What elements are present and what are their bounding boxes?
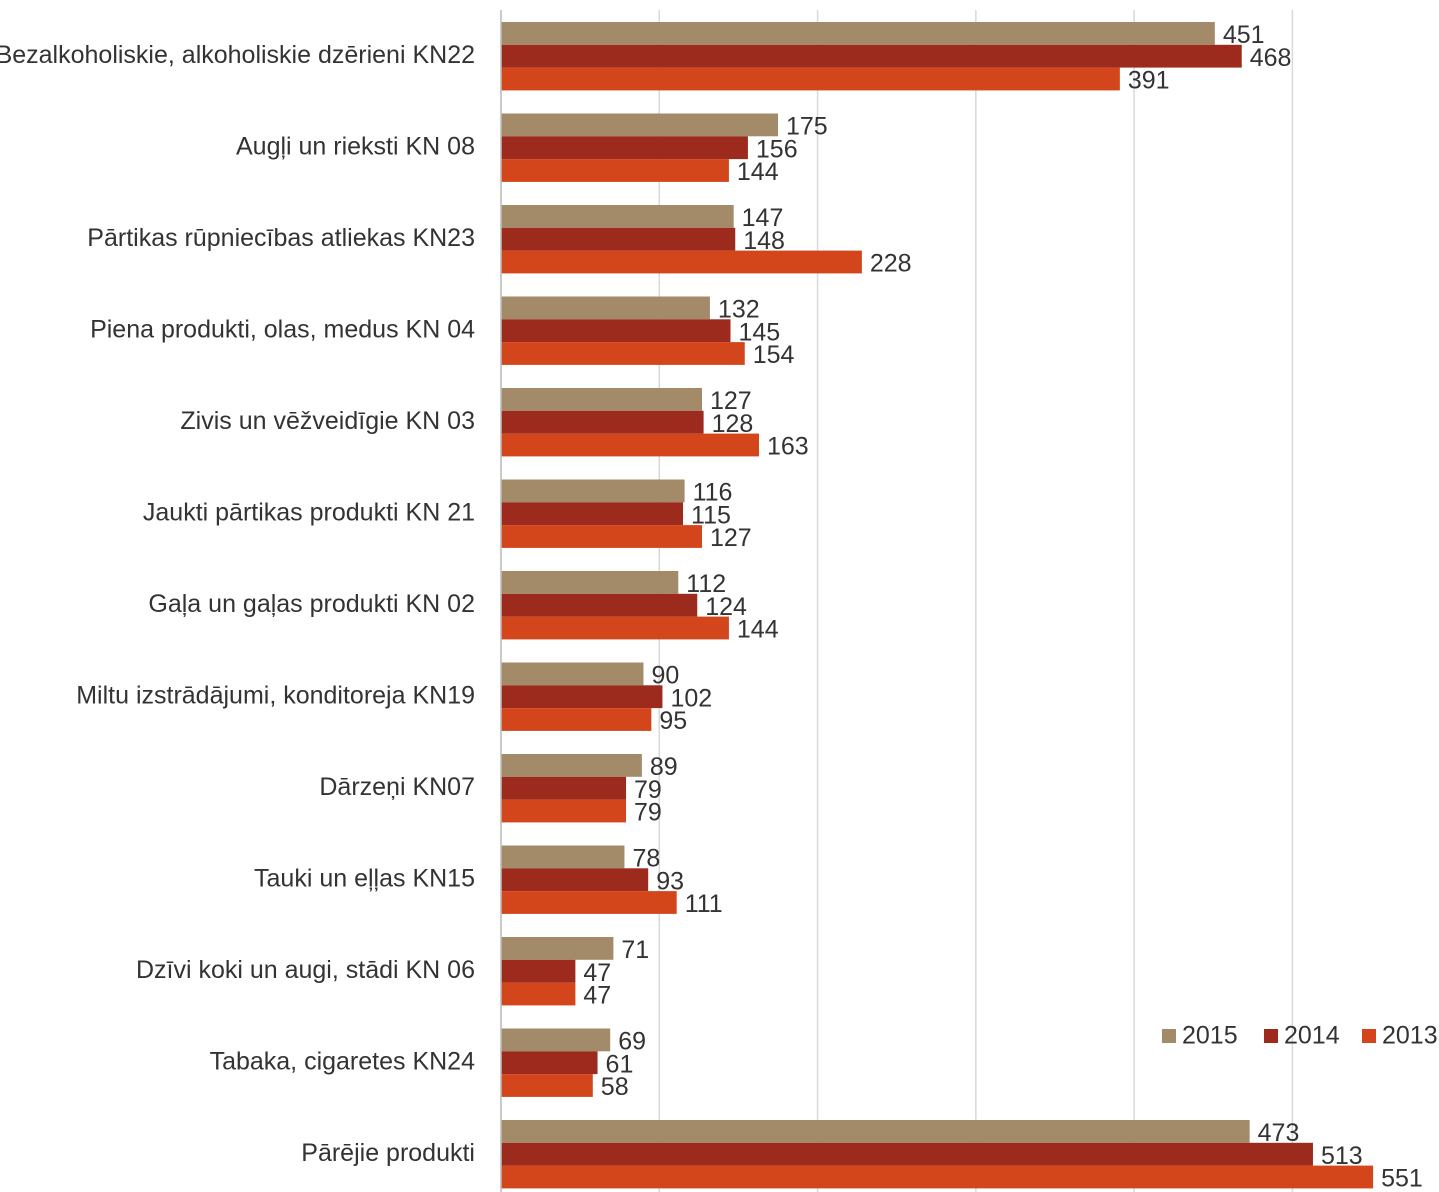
data-label: 127	[710, 524, 752, 552]
bar	[501, 410, 704, 434]
y-tick-label: Jaukti pārtikas produkti KN 21	[143, 498, 475, 526]
data-label: 451	[1223, 21, 1265, 49]
data-label: 144	[737, 616, 779, 644]
bar	[501, 296, 710, 320]
data-label: 116	[693, 479, 733, 507]
data-label: 79	[634, 776, 662, 804]
data-label: 115	[691, 501, 731, 529]
bar	[501, 205, 734, 228]
legend-swatch	[1162, 1029, 1176, 1043]
bar	[501, 1028, 611, 1052]
bar	[501, 593, 698, 617]
data-label: 89	[650, 753, 678, 781]
bar	[501, 1120, 1250, 1143]
bar	[501, 388, 703, 411]
data-label: 391	[1128, 67, 1170, 95]
bar	[501, 227, 736, 251]
y-tick-label: Miltu izstrādājumi, konditoreja KN19	[76, 681, 475, 709]
bar	[501, 136, 748, 160]
bar	[501, 159, 729, 182]
data-label: 156	[756, 135, 798, 163]
bar	[501, 799, 627, 823]
data-label: 79	[634, 799, 662, 827]
data-label: 144	[737, 158, 779, 186]
bar	[501, 44, 1242, 68]
legend-label: 2014	[1284, 1022, 1340, 1050]
data-label: 513	[1321, 1142, 1363, 1170]
legend-swatch	[1362, 1029, 1376, 1043]
bar	[501, 708, 652, 731]
bar	[501, 754, 642, 777]
data-label: 102	[670, 684, 712, 712]
data-label: 93	[656, 867, 684, 895]
legend-swatch	[1264, 1029, 1278, 1043]
bar	[501, 502, 684, 526]
y-tick-label: Pārtikas rūpniecības atliekas KN23	[87, 224, 475, 252]
data-label: 228	[870, 250, 912, 278]
data-label: 69	[618, 1028, 646, 1056]
y-tick-label: Pārējie produkti	[301, 1139, 475, 1167]
data-label: 47	[583, 982, 611, 1010]
bar	[501, 616, 729, 640]
data-label: 128	[712, 410, 754, 438]
bar	[501, 342, 745, 365]
y-tick-label: Dārzeņi KN07	[319, 773, 475, 801]
bar	[501, 22, 1215, 45]
data-label: 473	[1258, 1119, 1300, 1147]
y-tick-label: Piena produkti, olas, medus KN 04	[90, 315, 475, 343]
bar	[501, 959, 576, 983]
bar	[501, 571, 679, 594]
bar	[501, 1165, 1374, 1189]
bar	[501, 479, 685, 503]
data-label: 61	[606, 1050, 634, 1078]
bar	[501, 1074, 593, 1097]
data-label: 127	[710, 387, 752, 415]
data-label: 124	[705, 593, 747, 621]
bar	[501, 319, 731, 343]
y-tick-label: Zivis un vēžveidīgie KN 03	[180, 407, 475, 435]
data-label: 145	[739, 318, 781, 346]
data-label: 78	[632, 845, 660, 873]
bar	[501, 250, 862, 274]
y-tick-label: Tauki un eļļas KN15	[254, 864, 475, 892]
legend-label: 2013	[1382, 1022, 1438, 1050]
bar	[501, 845, 625, 869]
legend-label: 2015	[1182, 1022, 1238, 1050]
data-label: 71	[621, 936, 649, 964]
bar	[501, 67, 1120, 91]
bar	[501, 868, 649, 892]
bar	[501, 937, 614, 960]
data-label: 147	[742, 204, 784, 232]
data-label: 90	[651, 662, 679, 690]
y-tick-label: Gaļa un gaļas produkti KN 02	[148, 590, 475, 618]
bar	[501, 982, 576, 1006]
bar	[501, 433, 759, 457]
y-tick-label: Bezalkoholiskie, alkoholiskie dzērieni K…	[0, 41, 475, 69]
y-tick-label: Augļi un rieksti KN 08	[236, 132, 475, 160]
bar	[501, 776, 627, 800]
data-label: 163	[767, 433, 809, 461]
data-label: 175	[786, 113, 828, 141]
bar	[501, 1051, 598, 1075]
data-label: 132	[718, 296, 760, 324]
bar	[501, 891, 677, 914]
bar	[501, 525, 703, 548]
bar	[501, 662, 644, 686]
bar	[501, 685, 663, 709]
y-tick-label: Tabaka, cigaretes KN24	[210, 1047, 476, 1075]
data-label: 148	[743, 227, 785, 255]
y-tick-label: Dzīvi koki un augi, stādi KN 06	[136, 956, 475, 984]
bar	[501, 1142, 1313, 1166]
data-label: 47	[583, 959, 611, 987]
data-label: 468	[1250, 44, 1292, 72]
data-label: 154	[753, 341, 795, 369]
data-label: 551	[1381, 1165, 1423, 1192]
data-label: 58	[601, 1073, 629, 1101]
data-label: 95	[659, 707, 687, 735]
data-label: 112	[686, 570, 726, 598]
bar	[501, 113, 778, 137]
data-label: 111	[685, 890, 723, 918]
